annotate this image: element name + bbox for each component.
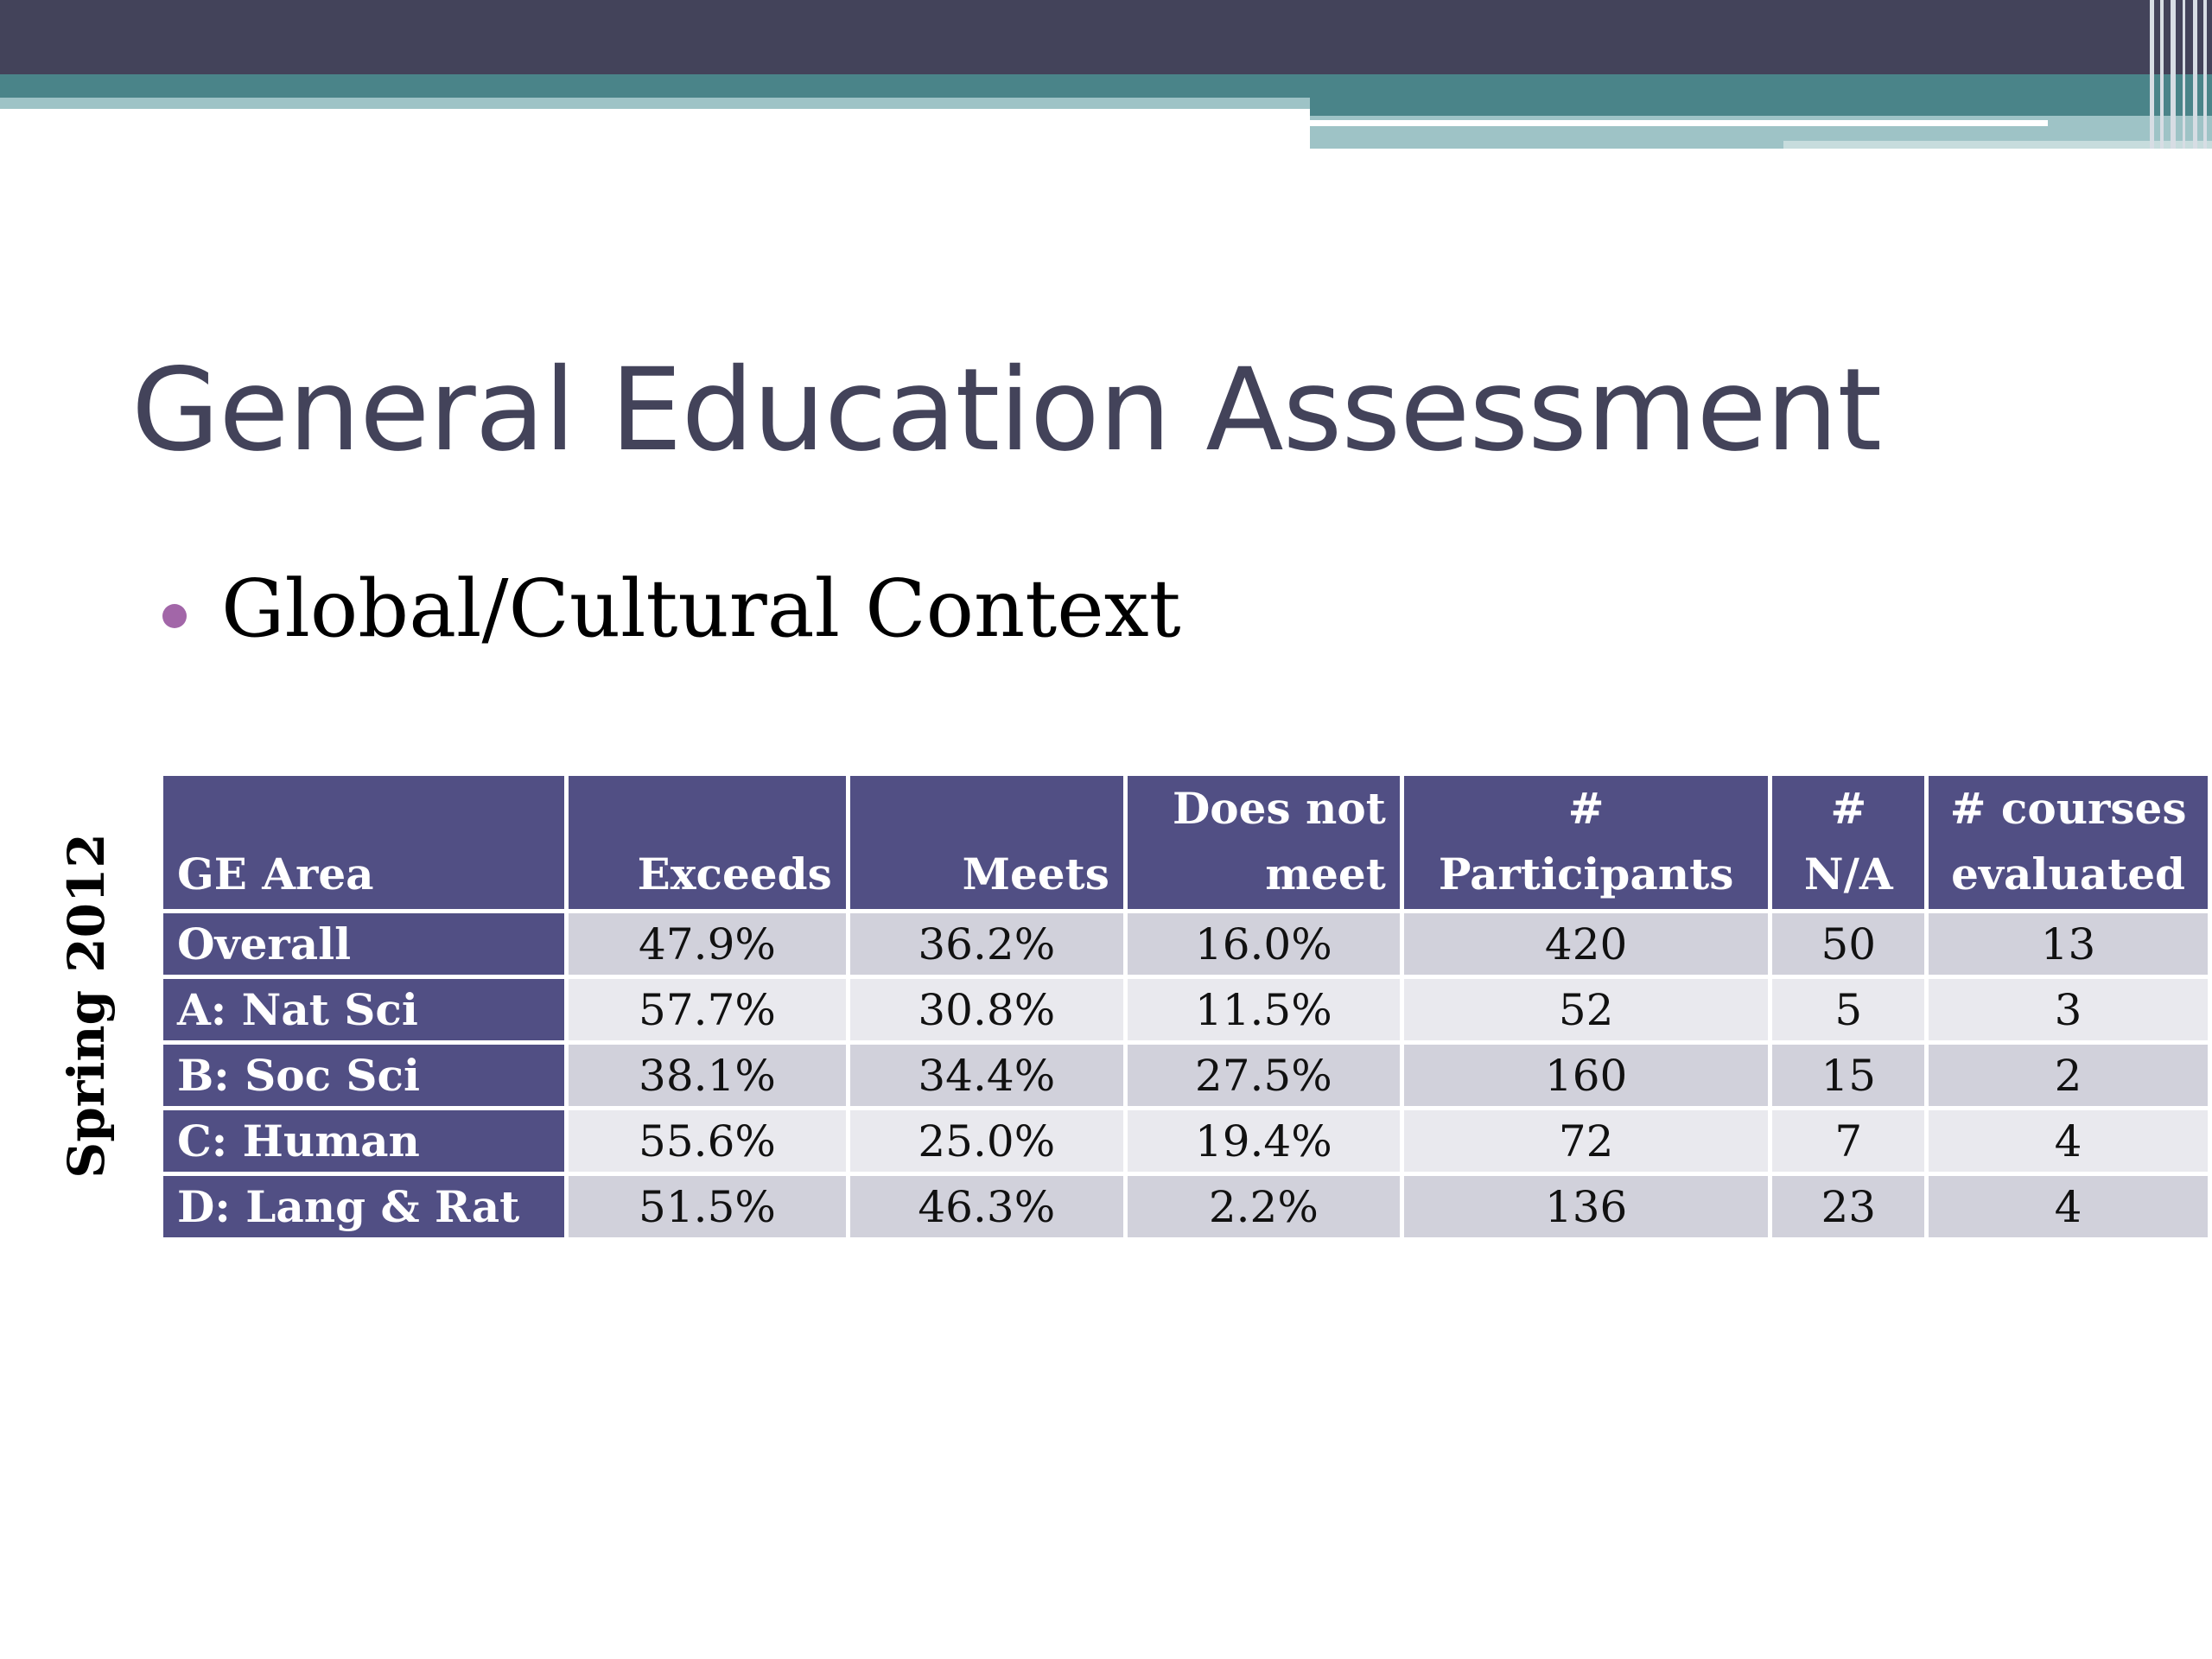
header-stripe [2183,0,2185,149]
header-stripe [2171,0,2176,149]
header-band-dark [0,0,2212,74]
table-cell-na: 23 [1772,1176,1925,1237]
table-cell-does-not-meet: 2.2% [1127,1176,1400,1237]
header-stripe [2193,0,2197,149]
table-cell-courses: 13 [1929,913,2208,975]
bullet-dot-icon [162,604,187,628]
header-band-teal [0,74,2212,98]
column-header-line2: meet [1265,849,1386,899]
table-row: Overall 47.9% 36.2% 16.0% 420 50 13 [163,913,2208,975]
table-cell-meets: 46.3% [849,1176,1123,1237]
column-header-participants: # Participants [1403,776,1769,909]
column-header-exceeds: Exceeds [569,776,846,909]
bullet-text: Global/Cultural Context [221,563,1181,655]
header-band-stub [1783,141,2212,149]
table-cell-participants: 420 [1403,913,1769,975]
header-band-line [1310,120,2048,126]
table-cell-meets: 34.4% [849,1045,1123,1106]
table-row: D: Lang & Rat 51.5% 46.3% 2.2% 136 23 4 [163,1176,2208,1237]
header-stripe [2150,0,2154,149]
row-label: B: Soc Sci [163,1045,565,1106]
header-band-light-left [0,98,1310,109]
column-header-line1: # courses [1949,783,2187,834]
table-cell-courses: 3 [1929,979,2208,1040]
table-header-row: GE Area Exceeds Meets Does not meet # Pa… [163,776,2208,909]
column-header-does-not-meet: Does not meet [1127,776,1400,909]
table-cell-na: 5 [1772,979,1925,1040]
assessment-table: GE Area Exceeds Meets Does not meet # Pa… [159,772,2212,1242]
header-stripe [2160,0,2164,149]
table-cell-meets: 25.0% [849,1110,1123,1172]
column-header-na: # N/A [1772,776,1925,909]
column-header-line2: Meets [962,849,1109,899]
column-header-line2: N/A [1803,849,1893,899]
column-header-line2: evaluated [1951,849,2185,899]
column-header-line1: # [1830,783,1867,834]
row-label: Overall [163,913,565,975]
table-cell-exceeds: 55.6% [569,1110,846,1172]
column-header-line2: GE Area [177,849,374,899]
table-row: B: Soc Sci 38.1% 34.4% 27.5% 160 15 2 [163,1045,2208,1106]
table-cell-meets: 36.2% [849,913,1123,975]
column-header-line1: Does not [1172,783,1386,834]
table-cell-does-not-meet: 27.5% [1127,1045,1400,1106]
row-label: D: Lang & Rat [163,1176,565,1237]
table-cell-na: 15 [1772,1045,1925,1106]
table-cell-exceeds: 38.1% [569,1045,846,1106]
table-cell-participants: 72 [1403,1110,1769,1172]
table-cell-na: 50 [1772,913,1925,975]
table-cell-na: 7 [1772,1110,1925,1172]
side-label: Spring 2012 [57,833,116,1179]
table-row: C: Human 55.6% 25.0% 19.4% 72 7 4 [163,1110,2208,1172]
column-header-line2: Exceeds [637,849,832,899]
table-cell-does-not-meet: 16.0% [1127,913,1400,975]
table-cell-does-not-meet: 11.5% [1127,979,1400,1040]
table-cell-courses: 2 [1929,1045,2208,1106]
column-header-line1: # [1567,783,1605,834]
column-header-courses-evaluated: # courses evaluated [1929,776,2208,909]
table-cell-participants: 52 [1403,979,1769,1040]
column-header-meets: Meets [849,776,1123,909]
slide-title: General Education Assessment [131,344,1882,477]
row-label: C: Human [163,1110,565,1172]
table-cell-participants: 136 [1403,1176,1769,1237]
table-cell-courses: 4 [1929,1110,2208,1172]
column-header-line2: Participants [1438,849,1734,899]
table-cell-participants: 160 [1403,1045,1769,1106]
header-stripe [2203,0,2207,149]
table-cell-meets: 30.8% [849,979,1123,1040]
row-label: A: Nat Sci [163,979,565,1040]
table-cell-exceeds: 57.7% [569,979,846,1040]
table-cell-does-not-meet: 19.4% [1127,1110,1400,1172]
table-cell-exceeds: 51.5% [569,1176,846,1237]
table-row: A: Nat Sci 57.7% 30.8% 11.5% 52 5 3 [163,979,2208,1040]
table-cell-courses: 4 [1929,1176,2208,1237]
column-header-ge-area: GE Area [163,776,565,909]
table-cell-exceeds: 47.9% [569,913,846,975]
header-band-teal-right [1310,98,2212,116]
